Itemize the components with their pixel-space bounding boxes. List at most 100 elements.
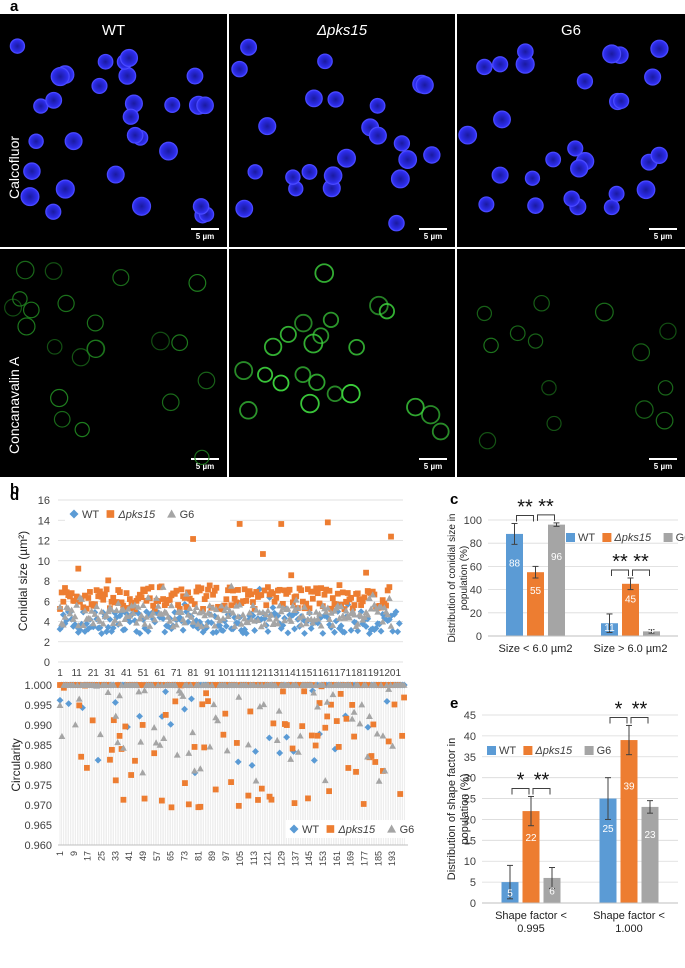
data-point bbox=[329, 621, 337, 629]
data-point bbox=[181, 619, 189, 626]
data-point bbox=[162, 688, 169, 696]
data-point bbox=[281, 617, 288, 624]
data-point bbox=[112, 712, 120, 719]
data-point bbox=[394, 628, 402, 636]
data-point bbox=[113, 606, 120, 613]
calcofluor-cell bbox=[458, 125, 478, 145]
data-point bbox=[351, 733, 357, 740]
data-point bbox=[132, 757, 138, 764]
calcofluor-cell bbox=[524, 170, 541, 186]
y-tick-label: 10 bbox=[38, 556, 50, 568]
data-point bbox=[341, 614, 348, 621]
data-point bbox=[143, 608, 150, 616]
data-point bbox=[116, 692, 123, 699]
y-tick-label: 100 bbox=[464, 515, 482, 527]
data-point bbox=[67, 593, 73, 600]
data-point bbox=[253, 682, 259, 688]
data-point bbox=[328, 605, 335, 612]
data-point bbox=[89, 717, 96, 724]
data-point bbox=[141, 795, 148, 802]
concanavalin-cell bbox=[194, 449, 210, 466]
data-point bbox=[257, 623, 265, 630]
data-point bbox=[327, 609, 335, 616]
calcofluor-cell bbox=[327, 91, 344, 108]
data-point bbox=[317, 622, 325, 629]
data-point bbox=[351, 602, 358, 608]
data-point bbox=[278, 521, 285, 527]
y-axis-title: population (%) bbox=[459, 774, 471, 845]
data-point bbox=[150, 724, 158, 731]
x-tick-label: 111 bbox=[235, 668, 251, 679]
data-point bbox=[254, 616, 262, 623]
concanavalin-cell bbox=[74, 421, 90, 438]
data-point bbox=[308, 588, 315, 595]
x-tick-label: 129 bbox=[276, 851, 286, 866]
y-tick-label: 35 bbox=[464, 752, 476, 764]
concanavalin-cell bbox=[197, 371, 216, 390]
calcofluor-cell bbox=[388, 214, 405, 232]
data-point bbox=[289, 599, 296, 606]
data-point bbox=[306, 605, 313, 612]
data-point bbox=[136, 712, 143, 720]
data-point bbox=[264, 607, 272, 614]
data-point bbox=[187, 681, 195, 688]
data-point bbox=[260, 700, 268, 708]
data-point bbox=[128, 772, 135, 778]
calcofluor-cell bbox=[9, 38, 26, 54]
significance-bracket bbox=[609, 716, 628, 724]
calcofluor-cell bbox=[247, 164, 263, 180]
data-point bbox=[178, 586, 185, 593]
data-point bbox=[181, 595, 188, 601]
x-tick-label: 161 bbox=[332, 851, 342, 866]
calcofluor-cell bbox=[20, 187, 40, 207]
data-point bbox=[389, 742, 396, 749]
data-point bbox=[60, 598, 67, 605]
data-point bbox=[93, 602, 100, 610]
data-point bbox=[210, 682, 217, 688]
data-label: 6 bbox=[549, 886, 555, 897]
concanavalin-cell bbox=[632, 343, 651, 362]
data-point bbox=[209, 604, 217, 611]
data-point bbox=[322, 608, 330, 615]
y-tick-label: 80 bbox=[470, 538, 482, 550]
data-point bbox=[191, 601, 198, 608]
data-point bbox=[116, 732, 123, 739]
data-point bbox=[222, 710, 229, 717]
data-point bbox=[191, 767, 198, 774]
calcofluor-cell bbox=[393, 135, 411, 152]
data-point bbox=[121, 626, 129, 633]
calcofluor-cell bbox=[478, 196, 495, 213]
data-point bbox=[146, 622, 154, 629]
data-point bbox=[79, 704, 86, 712]
calcofluor-cell bbox=[55, 179, 75, 199]
data-label: 23 bbox=[644, 830, 656, 841]
data-point bbox=[96, 617, 104, 624]
data-point bbox=[182, 780, 188, 786]
data-point bbox=[293, 593, 300, 600]
column-title-g6: G6 bbox=[560, 22, 581, 39]
data-point bbox=[362, 681, 370, 688]
data-point bbox=[139, 769, 147, 776]
column-title-pks15: Δpks15 bbox=[316, 22, 368, 39]
x-tick-label: 191 bbox=[368, 668, 385, 679]
data-point bbox=[211, 587, 218, 594]
data-point bbox=[342, 607, 350, 614]
legend-label-0: WT bbox=[302, 824, 319, 836]
data-point bbox=[291, 800, 298, 807]
data-point bbox=[316, 610, 323, 617]
data-point bbox=[267, 611, 275, 618]
data-point bbox=[349, 702, 356, 708]
data-point bbox=[78, 753, 85, 760]
data-point bbox=[333, 718, 340, 724]
concanavalin-cell bbox=[541, 380, 557, 396]
data-point bbox=[134, 603, 142, 610]
data-label: 96 bbox=[551, 552, 563, 563]
data-point bbox=[280, 600, 286, 607]
calcofluor-cell bbox=[398, 150, 418, 169]
calcofluor-cell bbox=[603, 199, 620, 216]
data-point bbox=[337, 690, 344, 697]
calcofluor-cell bbox=[644, 68, 662, 86]
data-point bbox=[189, 618, 197, 625]
calcofluor-cell bbox=[119, 48, 139, 68]
scale-bar: 5 µm bbox=[419, 458, 447, 471]
